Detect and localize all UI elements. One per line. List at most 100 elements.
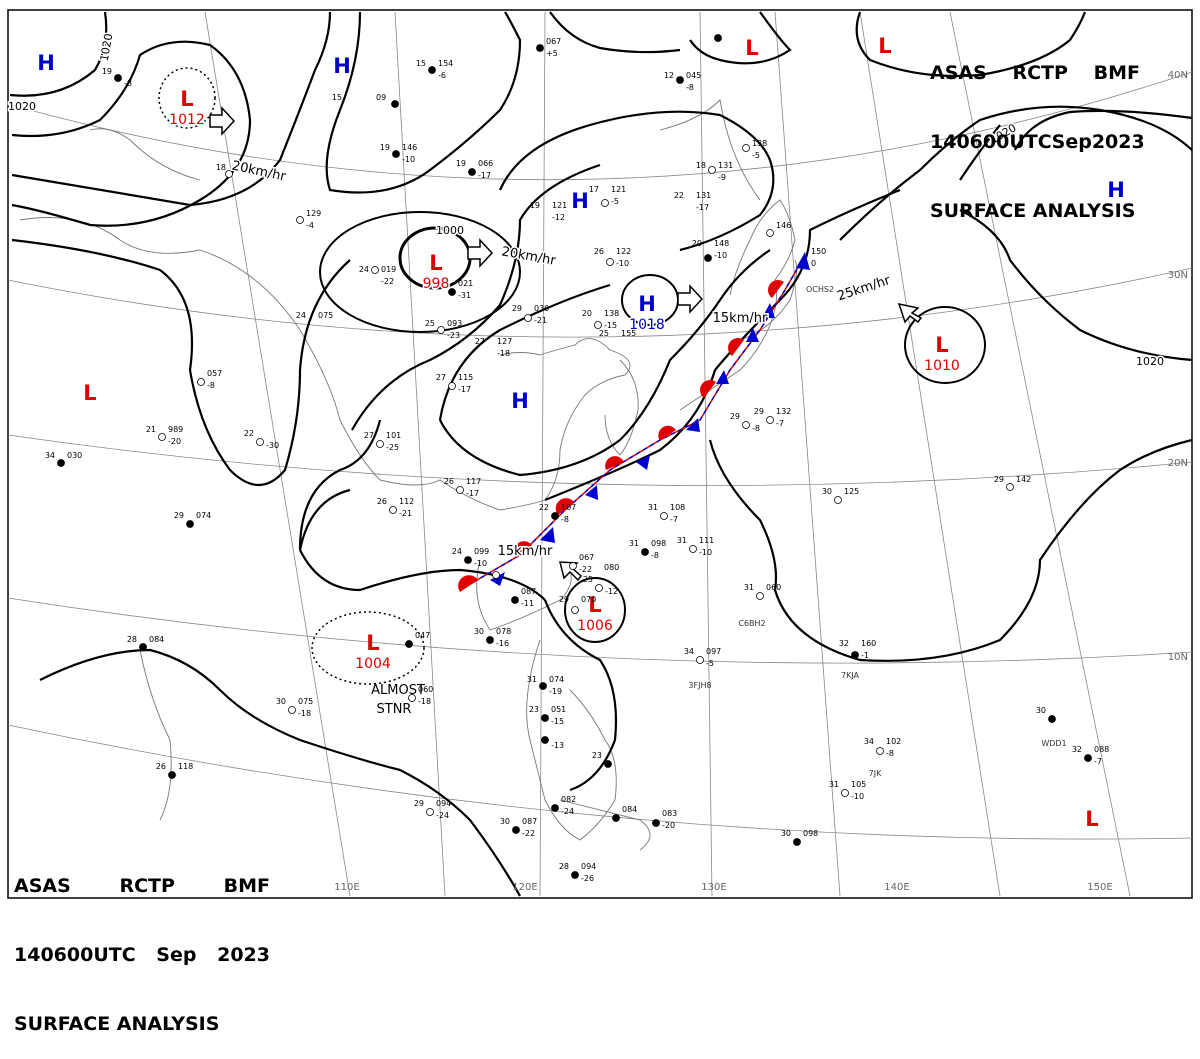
center-pressure-value: 1004 xyxy=(355,656,391,672)
center-pressure-value: 998 xyxy=(423,276,450,292)
station-dewpoint: -18 xyxy=(418,697,431,706)
station-temperature: 15 xyxy=(332,93,342,102)
station-pressure: 105 xyxy=(851,780,866,789)
station-pressure: 075 xyxy=(298,697,313,706)
ship-id: OCHS2 xyxy=(806,285,834,294)
low-pressure-center: L xyxy=(429,251,442,275)
station-dewpoint: -20 xyxy=(662,821,675,830)
longitude-label: 130E xyxy=(701,882,726,893)
low-pressure-center: L xyxy=(83,381,96,405)
station-dewpoint: -10 xyxy=(699,548,712,557)
station-temperature: 31 xyxy=(677,536,687,545)
datetime-label: 140600UTC xyxy=(930,131,1052,153)
station-dewpoint: -24 xyxy=(561,807,574,816)
latitude-label: 40N xyxy=(1168,70,1188,81)
datetime-label: 140600UTC xyxy=(14,944,136,966)
station-dewpoint: -4 xyxy=(306,221,314,230)
station-label: RCTP xyxy=(1012,62,1068,84)
station-temperature: 29 xyxy=(994,475,1004,484)
station-temperature: 26 xyxy=(377,497,387,506)
station-pressure: 051 xyxy=(551,705,566,714)
station-dewpoint: -18 xyxy=(497,349,510,358)
station-pressure: 129 xyxy=(306,209,321,218)
station-dewpoint: -8 xyxy=(124,79,132,88)
low-pressure-center: L xyxy=(745,36,758,60)
low-pressure-center: L xyxy=(588,593,601,617)
station-dewpoint: -1 xyxy=(861,651,869,660)
station-temperature: 18 xyxy=(696,161,706,170)
station-temperature: 19 xyxy=(102,67,112,76)
station-dewpoint: -8 xyxy=(561,515,569,524)
station-dewpoint: -25 xyxy=(386,443,399,452)
station-temperature: 12 xyxy=(664,71,674,80)
isobar-label: 1000 xyxy=(436,224,464,237)
station-dewpoint: -22 xyxy=(381,277,394,286)
station-dewpoint: -8 xyxy=(886,749,894,758)
agency-label: ASAS xyxy=(14,875,71,897)
high-pressure-center: H xyxy=(511,389,529,413)
station-pressure: 146 xyxy=(402,143,417,152)
station-pressure: 080 xyxy=(604,563,619,572)
station-pressure: 160 xyxy=(861,639,876,648)
high-pressure-center: H xyxy=(571,189,589,213)
station-pressure: 060 xyxy=(418,685,433,694)
station-temperature: 22 xyxy=(244,429,254,438)
station-dewpoint: -15 xyxy=(604,321,617,330)
high-pressure-center: H xyxy=(1107,178,1125,202)
station-dewpoint: -17 xyxy=(458,385,471,394)
station-pressure: 084 xyxy=(149,635,164,644)
stationary-front xyxy=(458,252,810,592)
station-dewpoint: -10 xyxy=(616,259,629,268)
high-pressure-center: H xyxy=(333,54,351,78)
header-top-right: ASAS RCTP BMF 140600UTC Sep 2023 SURFACE… xyxy=(930,16,1145,246)
station-dewpoint: -6 xyxy=(438,71,446,80)
station-pressure: 075 xyxy=(318,311,333,320)
station-pressure: 084 xyxy=(622,805,637,814)
station-pressure: 066 xyxy=(478,159,493,168)
center-pressure-value: 1010 xyxy=(924,358,960,374)
low-pressure-center: L xyxy=(180,87,193,111)
station-dewpoint: -21 xyxy=(399,509,412,518)
station-pressure: 098 xyxy=(803,829,818,838)
station-temperature: 31 xyxy=(527,675,537,684)
note-stnr: STNR xyxy=(377,702,412,717)
station-pressure: 087 xyxy=(521,587,536,596)
station-pressure: 132 xyxy=(776,407,791,416)
center-pressure-value: 1012 xyxy=(169,112,205,128)
title-label: SURFACE ANALYSIS xyxy=(930,200,1136,222)
station-dewpoint: -16 xyxy=(496,639,509,648)
station-pressure: 989 xyxy=(168,425,183,434)
station-temperature: 27 xyxy=(475,337,485,346)
station-pressure: 148 xyxy=(714,239,729,248)
station-temperature: 21 xyxy=(146,425,156,434)
station-pressure: 122 xyxy=(616,247,631,256)
station-pressure: 099 xyxy=(474,547,489,556)
station-temperature: 29 xyxy=(174,511,184,520)
note-almost: ALMOST xyxy=(371,683,425,698)
agency-label: ASAS xyxy=(930,62,987,84)
station-temperature: 20 xyxy=(582,309,592,318)
station-pressure: 087 xyxy=(522,817,537,826)
station-temperature: 30 xyxy=(276,697,286,706)
station-pressure: 146 xyxy=(776,221,791,230)
latitude-label: 20N xyxy=(1168,458,1188,469)
month-label: Sep xyxy=(1051,131,1092,153)
low-pressure-center: L xyxy=(935,333,948,357)
station-dewpoint: -9 xyxy=(718,173,726,182)
station-temperature: 24 xyxy=(296,311,306,320)
station-dewpoint: -13 xyxy=(551,741,564,750)
station-pressure: 067 xyxy=(546,37,561,46)
station-dewpoint: -22 xyxy=(522,829,535,838)
latitude-label: 10N xyxy=(1168,652,1188,663)
isobar-label: 1020 xyxy=(1136,355,1164,368)
station-pressure: 112 xyxy=(399,497,414,506)
station-temperature: 29 xyxy=(754,407,764,416)
station-temperature: 23 xyxy=(529,705,539,714)
station-pressure: 030 xyxy=(534,304,549,313)
station-pressure: 107 xyxy=(561,503,576,512)
station-dewpoint: -20 xyxy=(168,437,181,446)
station-temperature: 17 xyxy=(589,185,599,194)
station-pressure: 155 xyxy=(621,329,636,338)
station-temperature: 29 xyxy=(730,412,740,421)
station-dewpoint: -30 xyxy=(266,441,279,450)
